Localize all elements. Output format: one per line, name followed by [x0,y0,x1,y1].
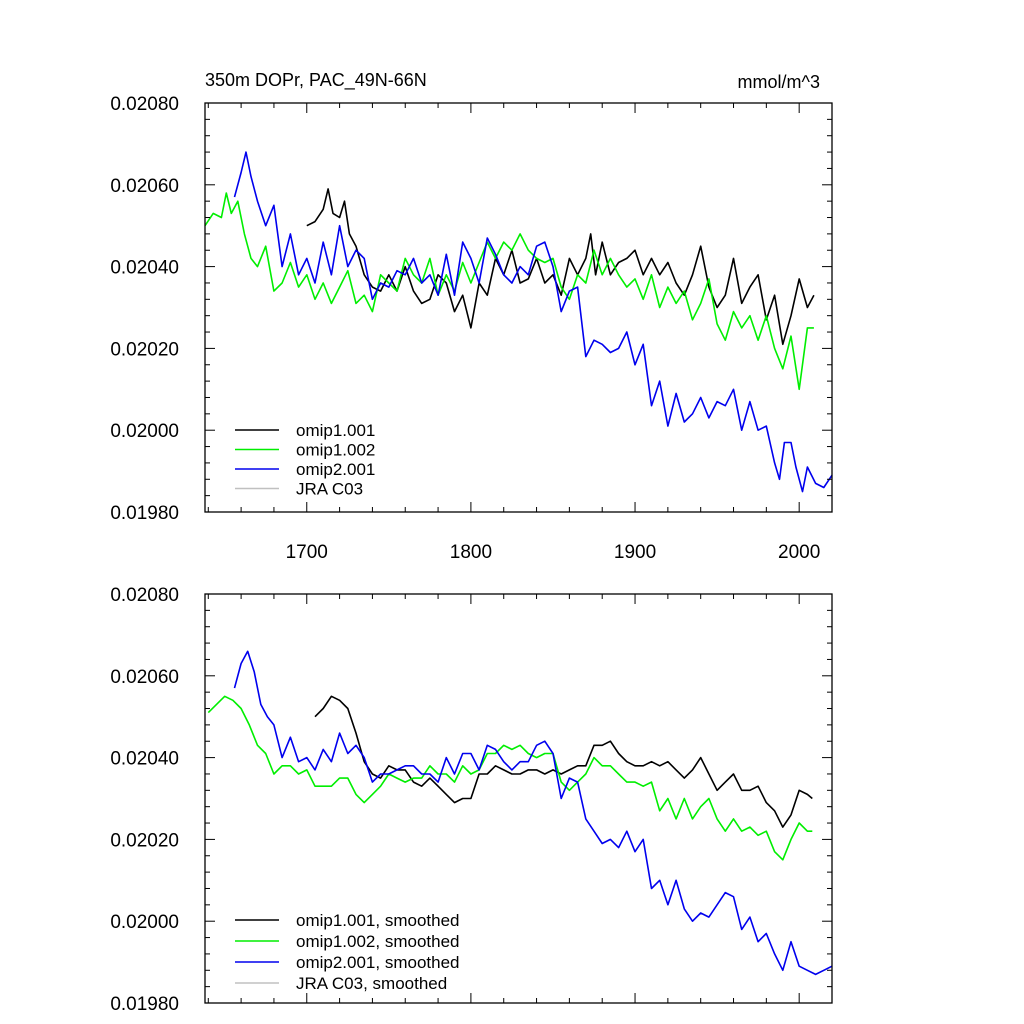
series-line-3 [233,151,833,493]
x-tick-label: 1700 [286,542,328,563]
series-line-1 [314,695,813,828]
y-tick-label: 0.02020 [110,830,179,851]
chart-panel-2: 0.01980 0.02000 0.02020 0.02040 0.02060 0.020… [110,585,833,1015]
y-tick-label: 0.01980 [110,994,179,1015]
series-line-2 [207,695,813,861]
x-tick-label: 2000 [778,542,820,563]
x-tick-label: 1800 [450,542,492,563]
legend-label: omip2.001 [296,460,375,479]
legend-label: omip1.001, smoothed [296,911,460,930]
y-tick-label: 0.02060 [110,667,179,688]
legend-label: omip2.001, smoothed [296,953,460,972]
series-line-3 [233,650,833,976]
legend-label: JRA C03 [296,480,363,499]
legend-label: JRA C03, smoothed [296,974,447,993]
chart-panel-1: 0.01980 0.02000 0.02020 0.02040 0.02060 0.020… [110,70,833,563]
y-tick-label: 0.02060 [110,176,179,197]
units-label: mmol/m^3 [738,72,820,92]
y-tick-label: 0.02080 [110,94,179,115]
legend-label: omip1.002, smoothed [296,932,460,951]
legend-label: omip1.001 [296,421,375,440]
chart-title: 350m DOPr, PAC_49N-66N [205,70,427,91]
plot-frame [204,102,833,513]
legend-label: omip1.002 [296,441,375,460]
y-tick-label: 0.02020 [110,339,179,360]
series-line-2 [204,192,814,391]
x-tick-label: 1900 [614,542,656,563]
y-tick-label: 0.02040 [110,749,179,770]
y-tick-label: 0.02000 [110,912,179,933]
y-tick-label: 0.02080 [110,585,179,606]
legend: omip1.001, smoothed omip1.002, smoothed om… [235,911,460,993]
y-tick-label: 0.02040 [110,258,179,279]
plot-frame [204,593,833,1004]
y-tick-label: 0.02000 [110,421,179,442]
y-tick-label: 0.01980 [110,503,179,524]
